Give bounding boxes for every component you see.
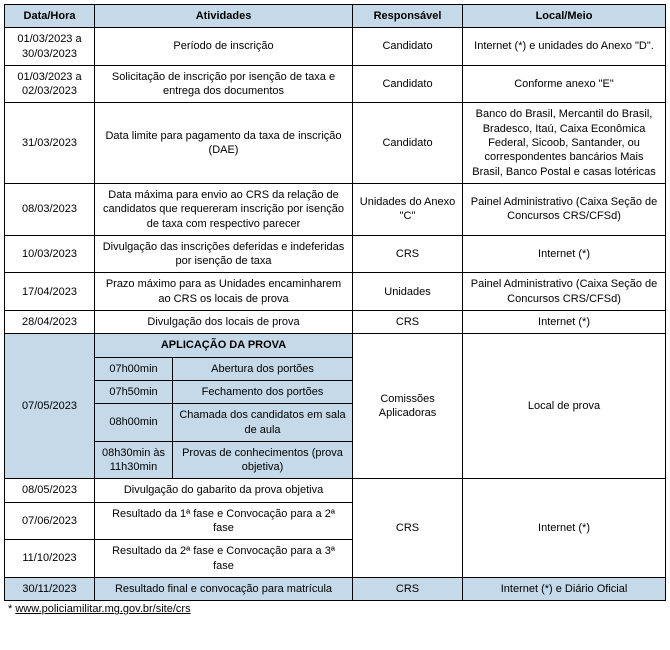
cell-date: 08/05/2023 <box>5 479 95 502</box>
table-row: 08/05/2023 Divulgação do gabarito da pro… <box>5 479 666 502</box>
slot-time: 08h30min às 11h30min <box>95 441 173 479</box>
cell-activity: Resultado da 1ª fase e Convocação para a… <box>95 502 353 540</box>
cell-local: Painel Administrativo (Caixa Seção de Co… <box>463 273 666 311</box>
cell-local: Internet (*) <box>463 311 666 334</box>
cell-local: Internet (*) e unidades do Anexo "D". <box>463 28 666 66</box>
table-row: 30/11/2023 Resultado final e convocação … <box>5 577 666 600</box>
cell-date: 28/04/2023 <box>5 311 95 334</box>
cell-local: Internet (*) <box>463 235 666 273</box>
cell-activity: Resultado final e convocação para matríc… <box>95 577 353 600</box>
cell-local: Painel Administrativo (Caixa Seção de Co… <box>463 183 666 235</box>
cell-activity: Solicitação de inscrição por isenção de … <box>95 65 353 103</box>
header-local: Local/Meio <box>463 5 666 28</box>
slot-time: 07h50min <box>95 380 173 403</box>
slot-time: 08h00min <box>95 404 173 442</box>
cell-resp: Candidato <box>353 65 463 103</box>
slot-desc: Provas de conhecimentos (prova objetiva) <box>173 441 353 479</box>
header-date: Data/Hora <box>5 5 95 28</box>
slot-desc: Abertura dos portões <box>173 357 353 380</box>
cell-date: 31/03/2023 <box>5 103 95 183</box>
cell-local: Local de prova <box>463 334 666 479</box>
cell-resp: CRS <box>353 235 463 273</box>
cell-resp: Unidades <box>353 273 463 311</box>
cell-resp: CRS <box>353 577 463 600</box>
table-header-row: Data/Hora Atividades Responsável Local/M… <box>5 5 666 28</box>
table-row: 01/03/2023 a 02/03/2023 Solicitação de i… <box>5 65 666 103</box>
cell-local: Internet (*) e Diário Oficial <box>463 577 666 600</box>
cell-activity: Período de inscrição <box>95 28 353 66</box>
cell-date: 30/11/2023 <box>5 577 95 600</box>
cell-local: Banco do Brasil, Mercantil do Brasil, Br… <box>463 103 666 183</box>
slot-desc: Fechamento dos portões <box>173 380 353 403</box>
table-row: 01/03/2023 a 30/03/2023 Período de inscr… <box>5 28 666 66</box>
table-row: 31/03/2023 Data limite para pagamento da… <box>5 103 666 183</box>
table-row: 17/04/2023 Prazo máximo para as Unidades… <box>5 273 666 311</box>
cell-resp: CRS <box>353 311 463 334</box>
table-row: 10/03/2023 Divulgação das inscrições def… <box>5 235 666 273</box>
cell-activity: Divulgação dos locais de prova <box>95 311 353 334</box>
cell-date: 10/03/2023 <box>5 235 95 273</box>
slot-time: 07h00min <box>95 357 173 380</box>
header-resp: Responsável <box>353 5 463 28</box>
cell-resp: CRS <box>353 479 463 577</box>
cell-activity: Prazo máximo para as Unidades encaminhar… <box>95 273 353 311</box>
exam-title: APLICAÇÃO DA PROVA <box>95 334 353 357</box>
cell-date: 07/05/2023 <box>5 334 95 479</box>
cell-date: 07/06/2023 <box>5 502 95 540</box>
cell-date: 01/03/2023 a 02/03/2023 <box>5 65 95 103</box>
exam-title-row: 07/05/2023 APLICAÇÃO DA PROVA Comissões … <box>5 334 666 357</box>
cell-activity: Resultado da 2ª fase e Convocação para a… <box>95 540 353 578</box>
cell-local: Internet (*) <box>463 479 666 577</box>
cell-resp: Candidato <box>353 28 463 66</box>
cell-activity: Divulgação do gabarito da prova objetiva <box>95 479 353 502</box>
cell-resp: Comissões Aplicadoras <box>353 334 463 479</box>
footnote: * www.policiamilitar.mg.gov.br/site/crs <box>4 601 666 617</box>
table-row: 08/03/2023 Data máxima para envio ao CRS… <box>5 183 666 235</box>
header-activity: Atividades <box>95 5 353 28</box>
cell-activity: Data limite para pagamento da taxa de in… <box>95 103 353 183</box>
cell-date: 11/10/2023 <box>5 540 95 578</box>
footnote-link[interactable]: www.policiamilitar.mg.gov.br/site/crs <box>15 603 190 615</box>
table-row: 28/04/2023 Divulgação dos locais de prov… <box>5 311 666 334</box>
cell-date: 17/04/2023 <box>5 273 95 311</box>
cell-activity: Data máxima para envio ao CRS da relação… <box>95 183 353 235</box>
cell-activity: Divulgação das inscrições deferidas e in… <box>95 235 353 273</box>
schedule-table: Data/Hora Atividades Responsável Local/M… <box>4 4 666 601</box>
slot-desc: Chamada dos candidatos em sala de aula <box>173 404 353 442</box>
cell-date: 01/03/2023 a 30/03/2023 <box>5 28 95 66</box>
cell-local: Conforme anexo "E" <box>463 65 666 103</box>
cell-resp: Candidato <box>353 103 463 183</box>
cell-resp: Unidades do Anexo "C" <box>353 183 463 235</box>
cell-date: 08/03/2023 <box>5 183 95 235</box>
